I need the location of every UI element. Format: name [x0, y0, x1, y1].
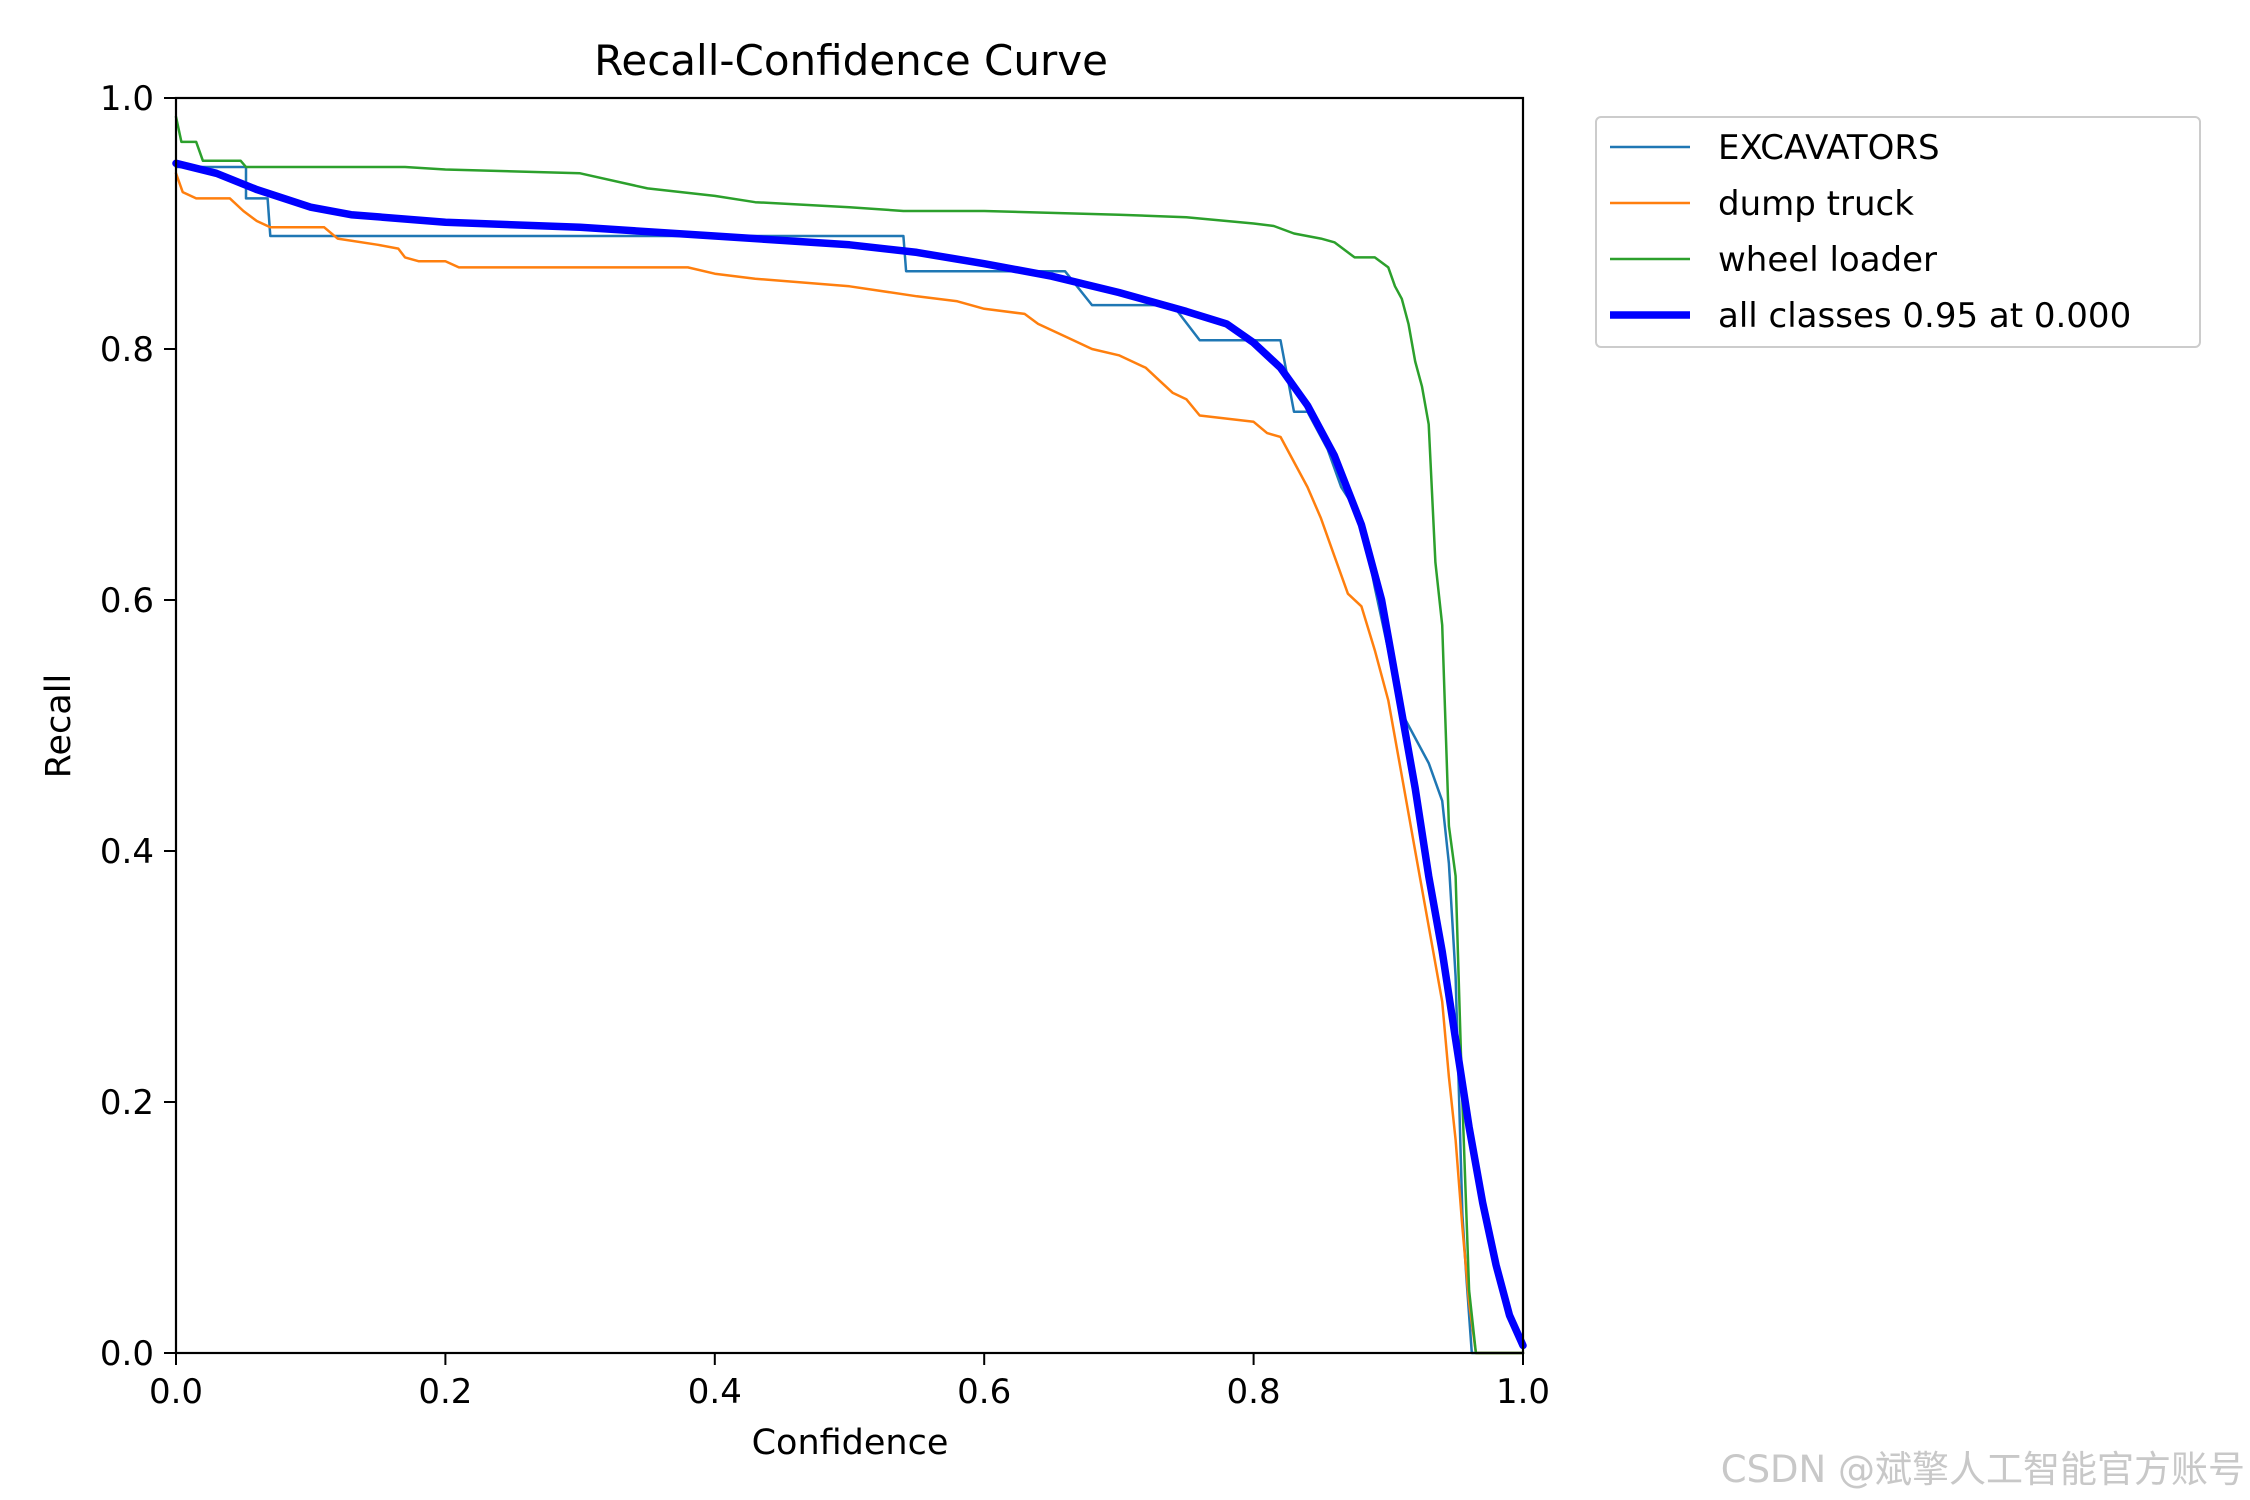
x-tick-label-0: 0.0 — [149, 1372, 203, 1412]
y-tick-label-2: 0.4 — [100, 832, 154, 872]
plot-area-frame — [174, 96, 1525, 1355]
legend-label-2: wheel loader — [1718, 240, 1937, 280]
legend: EXCAVATORS dump truck wheel loader all clas… — [1595, 116, 2201, 348]
y-axis-ticks: 0.0 0.2 0.4 0.6 0.8 1.0 — [100, 79, 176, 1374]
series-line-0 — [174, 165, 1525, 1355]
watermark: CSDN @斌擎人工智能官方账号 — [1721, 1448, 2245, 1491]
legend-box — [1595, 116, 2201, 348]
y-axis-label: Recall — [39, 674, 79, 778]
series-line-1 — [174, 172, 1525, 1355]
plot-lines — [172, 115, 1527, 1355]
y-tick-label-1: 0.2 — [100, 1083, 154, 1123]
x-tick-label-4: 0.8 — [1227, 1372, 1281, 1412]
y-tick-label-0: 0.0 — [100, 1334, 154, 1374]
y-tick-label-3: 0.6 — [100, 581, 154, 621]
legend-label-3: all classes 0.95 at 0.000 — [1718, 296, 2131, 336]
series-line-3 — [172, 159, 1527, 1350]
x-tick-label-1: 0.2 — [418, 1372, 472, 1412]
x-tick-label-3: 0.6 — [957, 1372, 1011, 1412]
x-tick-label-2: 0.4 — [688, 1372, 742, 1412]
legend-label-1: dump truck — [1718, 184, 1914, 224]
legend-label-0: EXCAVATORS — [1718, 128, 1940, 168]
y-tick-label-4: 0.8 — [100, 330, 154, 370]
x-axis-ticks: 0.0 0.2 0.4 0.6 0.8 1.0 — [149, 1353, 1550, 1412]
chart-title: Recall-Confidence Curve — [594, 36, 1108, 85]
x-tick-label-5: 1.0 — [1496, 1372, 1550, 1412]
series-line-2 — [174, 115, 1525, 1355]
y-tick-label-5: 1.0 — [100, 79, 154, 119]
x-axis-label: Confidence — [752, 1423, 949, 1463]
